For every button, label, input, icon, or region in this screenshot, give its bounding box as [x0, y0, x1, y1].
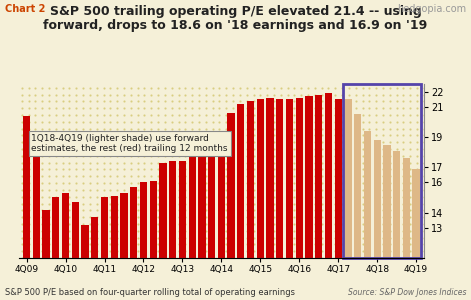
Bar: [343, 84, 421, 258]
Bar: [286, 99, 293, 258]
Bar: [179, 161, 186, 258]
Bar: [208, 142, 215, 258]
Text: Chart 2: Chart 2: [5, 4, 45, 14]
Text: hedgopia.com: hedgopia.com: [397, 4, 466, 14]
Bar: [159, 163, 167, 258]
Bar: [72, 202, 79, 258]
Bar: [296, 98, 303, 258]
Text: Source: S&P Dow Jones Indices: Source: S&P Dow Jones Indices: [348, 288, 466, 297]
Bar: [315, 94, 322, 258]
Bar: [413, 169, 420, 258]
Bar: [325, 93, 332, 258]
Bar: [81, 225, 89, 258]
Bar: [364, 131, 371, 258]
Bar: [393, 151, 400, 258]
Bar: [218, 131, 225, 258]
Bar: [169, 161, 176, 258]
Bar: [403, 158, 410, 258]
Bar: [383, 145, 390, 258]
Bar: [42, 210, 50, 258]
Bar: [23, 116, 30, 258]
Bar: [62, 193, 69, 258]
Bar: [237, 104, 244, 258]
Bar: [101, 197, 108, 258]
Bar: [305, 96, 313, 258]
Bar: [344, 99, 352, 258]
Bar: [334, 99, 342, 258]
Bar: [121, 193, 128, 258]
Text: 1Q18-4Q19 (lighter shade) use forward
estimates, the rest (red) trailing 12 mont: 1Q18-4Q19 (lighter shade) use forward es…: [32, 134, 228, 153]
Bar: [111, 196, 118, 258]
Bar: [354, 114, 361, 258]
Bar: [198, 143, 205, 258]
Bar: [52, 197, 59, 258]
Bar: [32, 151, 40, 258]
Text: S&P 500 P/E based on four-quarter rolling total of operating earnings: S&P 500 P/E based on four-quarter rollin…: [5, 288, 295, 297]
Text: S&P 500 trailing operating P/E elevated 21.4 -- using
forward, drops to 18.6 on : S&P 500 trailing operating P/E elevated …: [43, 4, 428, 32]
Bar: [276, 99, 284, 258]
Bar: [130, 187, 138, 258]
Bar: [257, 99, 264, 258]
Bar: [188, 143, 196, 258]
Bar: [374, 140, 381, 258]
Bar: [150, 181, 157, 258]
Bar: [140, 182, 147, 258]
Bar: [267, 98, 274, 258]
Bar: [227, 113, 235, 258]
Bar: [91, 217, 98, 258]
Bar: [247, 100, 254, 258]
